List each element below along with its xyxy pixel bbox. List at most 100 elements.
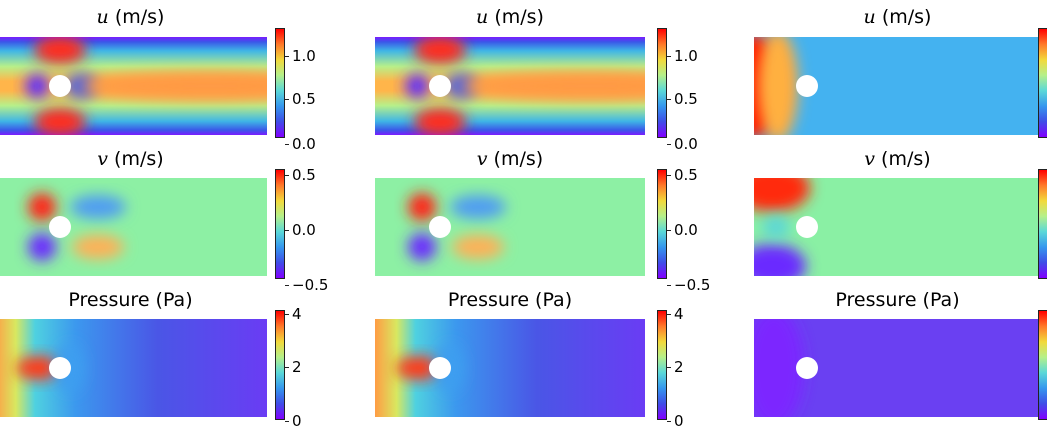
field-heatmap	[754, 319, 1041, 417]
velocity-v-background	[375, 178, 645, 276]
colorbar-tick-label: 0.0	[667, 135, 698, 153]
colorbar-tick-label: −0.5	[666, 276, 711, 294]
v-lobe-lower-left	[408, 233, 436, 261]
cylinder-obstacle	[796, 216, 818, 238]
high-velocity-lobe-bottom	[414, 108, 466, 135]
panel-title: Pressure (Pa)	[754, 291, 1041, 310]
v-lobe-lower-right	[72, 235, 124, 259]
velocity-v-background	[0, 178, 267, 276]
colorbar	[275, 28, 285, 138]
colorbar	[657, 169, 667, 279]
v-lobe-lower-right	[452, 235, 504, 259]
panel-title: Pressure (Pa)	[375, 291, 645, 310]
colorbar-tick-label: 0	[285, 412, 302, 430]
colorbar-tick-label: 2	[285, 358, 302, 376]
colorbar	[1038, 169, 1047, 279]
v-lobe-upper-right	[70, 195, 126, 219]
stagnation-front	[405, 74, 429, 98]
field-heatmap	[754, 37, 1041, 135]
panel-title-unit: (m/s)	[488, 6, 544, 28]
colorbar-tick-label: 1.0	[285, 47, 316, 65]
pressure-inlet-zone	[754, 319, 804, 417]
high-velocity-lobe-top	[34, 37, 86, 64]
panel-title-symbol: u	[96, 6, 109, 28]
colorbar-tick-label: 1.0	[667, 47, 698, 65]
colorbar-tick-label: 0.5	[667, 166, 698, 184]
v-lobe-lower	[754, 244, 806, 276]
field-heatmap	[375, 319, 645, 417]
colorbar-tick-label: 4	[667, 305, 684, 323]
colorbar-tick-label: 0.0	[285, 135, 316, 153]
panel-title-symbol: u	[863, 6, 876, 28]
panel-title-symbol: v	[864, 148, 876, 170]
colorbar-tick-label: 0.5	[667, 90, 698, 108]
panel-title-unit: Pressure (Pa)	[68, 289, 193, 311]
panel-title-symbol: v	[476, 148, 488, 170]
field-plot-u	[375, 37, 645, 135]
colorbar	[1038, 28, 1047, 138]
panel-title: v (m/s)	[754, 150, 1041, 169]
cylinder-obstacle	[429, 357, 451, 379]
high-velocity-lobe-bottom	[34, 108, 86, 135]
panel-title-unit: (m/s)	[108, 6, 165, 28]
field-plot-v_pred	[754, 178, 1041, 276]
panel-title-unit: (m/s)	[487, 148, 544, 170]
panel-title-unit: (m/s)	[108, 148, 164, 170]
colorbar	[1038, 310, 1047, 420]
jet-core	[460, 72, 645, 100]
field-plot-v	[375, 178, 645, 276]
cylinder-obstacle	[49, 357, 71, 379]
pressure-stagnation-peak	[396, 356, 440, 380]
panel-title-unit: (m/s)	[875, 6, 932, 28]
field-plot-p_pred	[754, 319, 1041, 417]
field-plot-v	[0, 178, 267, 276]
panel-title-unit: (m/s)	[875, 148, 931, 170]
field-heatmap	[754, 178, 1041, 276]
colorbar	[657, 310, 667, 420]
field-heatmap	[0, 319, 267, 417]
panel-title: v (m/s)	[375, 150, 645, 169]
v-lobe-upper-left	[408, 193, 436, 221]
colorbar-tick-label: 4	[285, 305, 302, 323]
panel-title: Pressure (Pa)	[0, 291, 267, 310]
cylinder-obstacle	[796, 75, 818, 97]
panel-title-symbol: u	[476, 6, 489, 28]
v-lobe-upper-right	[450, 195, 506, 219]
field-heatmap	[0, 37, 267, 135]
colorbar-tick-label: 0.0	[667, 221, 698, 239]
colorbar-tick-label: 0.5	[285, 166, 316, 184]
colorbar-tick-label: 2	[667, 358, 684, 376]
cylinder-obstacle	[429, 216, 451, 238]
stagnation-front	[25, 74, 49, 98]
field-heatmap	[375, 178, 645, 276]
panel-title-unit: Pressure (Pa)	[835, 289, 960, 311]
colorbar-tick-label: 0	[667, 412, 684, 430]
v-lobe-upper	[754, 178, 810, 212]
colorbar-tick-label: 0.0	[285, 221, 316, 239]
colorbar-tick-label: −0.5	[284, 276, 329, 294]
v-lobe-upper-left	[28, 193, 56, 221]
panel-title-unit: Pressure (Pa)	[447, 289, 573, 311]
cylinder-obstacle	[796, 357, 818, 379]
colorbar	[275, 310, 285, 420]
field-plot-u_pred	[754, 37, 1041, 135]
jet-core	[80, 72, 267, 100]
panel-title: u (m/s)	[375, 8, 645, 27]
cylinder-obstacle	[49, 216, 71, 238]
v-lobe-lower-left	[28, 233, 56, 261]
colorbar-tick-label: 0.5	[285, 90, 316, 108]
field-plot-p	[0, 319, 267, 417]
pressure-stagnation-peak	[16, 356, 60, 380]
high-velocity-lobe-top	[414, 37, 466, 64]
cylinder-obstacle	[429, 75, 451, 97]
colorbar	[657, 28, 667, 138]
cylinder-obstacle	[49, 75, 71, 97]
colorbar	[275, 169, 285, 279]
field-plot-p	[375, 319, 645, 417]
panel-title: u (m/s)	[754, 8, 1041, 27]
panel-title-symbol: v	[97, 148, 109, 170]
field-plot-u	[0, 37, 267, 135]
inlet-transition	[758, 37, 798, 135]
panel-title: v (m/s)	[0, 150, 267, 169]
